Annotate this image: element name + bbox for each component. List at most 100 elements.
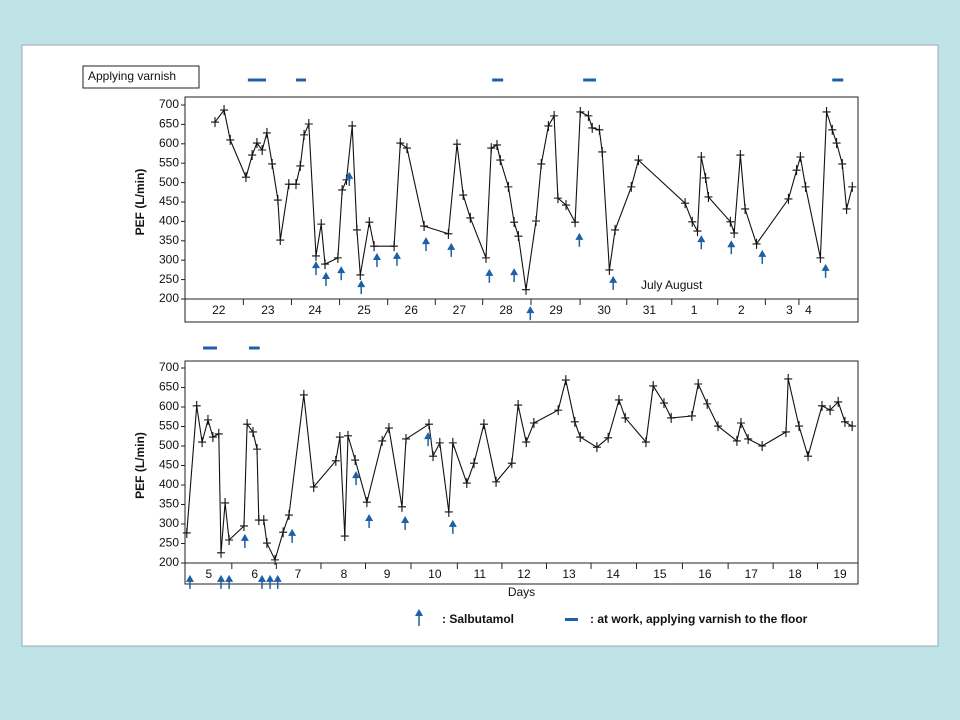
- pef-point: [842, 203, 851, 214]
- pef-point: [300, 129, 309, 140]
- arrow-head: [401, 515, 410, 523]
- pef-point: [340, 531, 349, 542]
- pef-point: [259, 515, 268, 526]
- pef-point: [522, 437, 531, 448]
- pef-point: [311, 250, 320, 261]
- pef-point: [321, 259, 330, 270]
- x-tick-label: 16: [698, 567, 712, 581]
- y-tick-label: 600: [159, 136, 179, 150]
- x-tick-label: 23: [261, 303, 275, 317]
- pef-point: [435, 437, 444, 448]
- arrow-head: [365, 514, 374, 522]
- salbutamol-arrow: [217, 574, 226, 589]
- x-tick-label: 26: [405, 303, 419, 317]
- y-tick-label: 550: [159, 419, 179, 433]
- pef-point: [448, 437, 457, 448]
- pef-point: [781, 426, 790, 437]
- pef-point: [304, 119, 313, 130]
- salbutamol-arrow: [510, 268, 519, 283]
- pef-point: [496, 155, 505, 166]
- x-tick-label: 22: [212, 303, 226, 317]
- pef-point: [262, 127, 271, 138]
- x-tick-label: 13: [562, 567, 576, 581]
- x-tick-label: 15: [653, 567, 667, 581]
- pef-point: [402, 143, 411, 154]
- y-axis-label: PEF (L/min): [133, 432, 147, 499]
- y-tick-label: 300: [159, 252, 179, 266]
- pef-point: [258, 145, 267, 156]
- plot-frame: [184, 360, 859, 585]
- pef-point: [182, 527, 191, 538]
- pef-point: [598, 146, 607, 157]
- salbutamol-arrow: [321, 272, 330, 287]
- arrow-head: [575, 232, 584, 240]
- pef-point: [492, 476, 501, 487]
- pef-point: [507, 458, 516, 469]
- x-tick-label: 24: [308, 303, 322, 317]
- pef-point: [744, 433, 753, 444]
- pef-point: [634, 155, 643, 166]
- pef-point: [452, 139, 461, 150]
- pef-point: [554, 405, 563, 416]
- y-tick-label: 700: [159, 97, 179, 111]
- plot-frame: [184, 96, 859, 323]
- work-period: [583, 78, 597, 82]
- x-tick-label: 2: [738, 303, 745, 317]
- x-tick-label: 1: [691, 303, 698, 317]
- x-tick-label: 25: [357, 303, 371, 317]
- salbutamol-arrow: [345, 171, 354, 186]
- pef-point: [687, 410, 696, 421]
- legend-salbutamol: : Salbutamol: [442, 612, 514, 626]
- pef-point: [338, 184, 347, 195]
- pef-point: [510, 217, 519, 228]
- y-tick-label: 500: [159, 175, 179, 189]
- work-period: [295, 78, 306, 82]
- pef-point: [822, 106, 831, 117]
- arrow-head: [485, 268, 494, 276]
- arrow-head: [217, 574, 226, 582]
- pef-point: [284, 179, 293, 190]
- x-tick-label: 7: [295, 567, 302, 581]
- y-tick-label: 200: [159, 291, 179, 305]
- pef-point: [429, 451, 438, 462]
- arrow-head: [266, 574, 275, 582]
- salbutamol-arrow: [365, 514, 374, 529]
- pef-point: [595, 124, 604, 135]
- pef-point: [832, 138, 841, 149]
- pef-point: [804, 451, 813, 462]
- pef-point: [659, 398, 668, 409]
- pef-point: [397, 501, 406, 512]
- x-tick-label: 9: [384, 567, 391, 581]
- pef-point: [192, 400, 201, 411]
- y-tick-label: 300: [159, 516, 179, 530]
- pef-point: [214, 428, 223, 439]
- arrow-head: [727, 240, 736, 248]
- pef-point: [816, 252, 825, 263]
- pef-point: [470, 458, 479, 469]
- pef-point: [317, 219, 326, 230]
- pef-point: [444, 506, 453, 517]
- legend-arrow-head: [415, 609, 423, 616]
- work-period: [247, 78, 266, 82]
- arrow-head: [821, 263, 830, 271]
- pef-point: [390, 241, 399, 252]
- pef-point: [576, 106, 585, 117]
- pef-point: [356, 269, 365, 280]
- pef-point: [795, 421, 804, 432]
- arrow-head: [345, 171, 354, 179]
- pef-point: [276, 235, 285, 246]
- pef-point: [553, 193, 562, 204]
- pef-point: [701, 172, 710, 183]
- pef-point: [562, 200, 571, 211]
- pef-point: [784, 373, 793, 384]
- pef-point: [198, 437, 207, 448]
- pef-point: [522, 284, 531, 295]
- salbutamol-arrow: [392, 251, 401, 266]
- x-tick-label: 6: [251, 567, 258, 581]
- pef-point: [239, 520, 248, 531]
- pef-point: [784, 193, 793, 204]
- pef-point: [459, 190, 468, 201]
- pef-point: [221, 497, 230, 508]
- legend-work: : at work, applying varnish to the floor: [590, 612, 808, 626]
- salbutamol-arrow: [357, 280, 366, 295]
